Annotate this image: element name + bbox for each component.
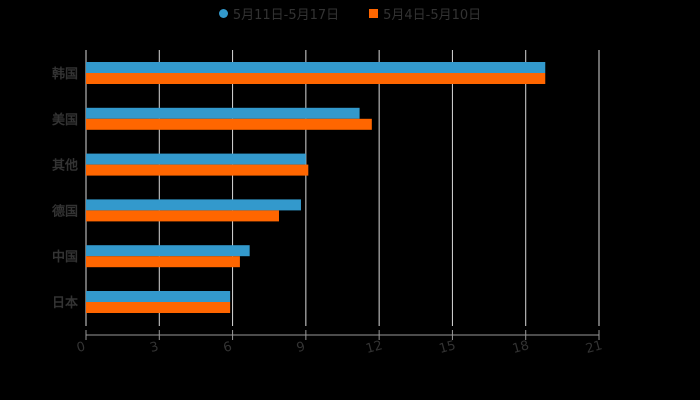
bar-series-1[interactable] [86, 210, 279, 222]
bar-series-1[interactable] [86, 164, 309, 176]
x-tick-label: 15 [438, 338, 458, 357]
bar-series-0[interactable] [86, 62, 546, 73]
legend-item-series-1[interactable]: 5月4日-5月10日 [369, 4, 481, 23]
x-tick-label: 21 [584, 338, 604, 357]
y-category-label: 美国 [52, 112, 78, 128]
legend-item-series-0[interactable]: 5月11日-5月17日 [218, 4, 340, 23]
y-category-label: 中国 [52, 249, 78, 265]
legend-label: 5月4日-5月10日 [383, 7, 482, 23]
grid-lines [85, 50, 600, 326]
legend-label: 5月11日-5月17日 [232, 7, 340, 23]
bar-series-1[interactable] [86, 73, 546, 84]
x-tick-label: 0 [75, 339, 87, 356]
bar-series-1[interactable] [86, 118, 372, 130]
bar-series-1[interactable] [86, 302, 231, 313]
bar-series-0[interactable] [86, 153, 306, 165]
legend-marker-circle-icon [218, 8, 228, 18]
bars [86, 62, 546, 313]
bar-series-1[interactable] [86, 256, 240, 268]
x-tick-label: 12 [364, 338, 384, 357]
y-category-label: 其他 [52, 158, 78, 174]
x-tick-label: 6 [222, 339, 234, 356]
y-category-label: 日本 [52, 295, 78, 311]
y-category-label: 韩国 [52, 66, 78, 82]
bar-series-0[interactable] [86, 291, 231, 302]
x-tick-label: 18 [511, 338, 531, 357]
x-tick-label: 9 [295, 339, 307, 356]
x-axis: 0 3 6 9 12 15 18 21 [75, 330, 604, 357]
x-tick-label: 3 [148, 339, 160, 356]
bar-series-0[interactable] [86, 199, 301, 211]
bar-series-0[interactable] [86, 107, 360, 119]
chart-legend: 5月11日-5月17日 5月4日-5月10日 [0, 3, 700, 23]
legend-marker-square-icon [369, 8, 379, 18]
y-category-label: 德国 [52, 203, 78, 219]
bar-series-0[interactable] [86, 245, 250, 257]
